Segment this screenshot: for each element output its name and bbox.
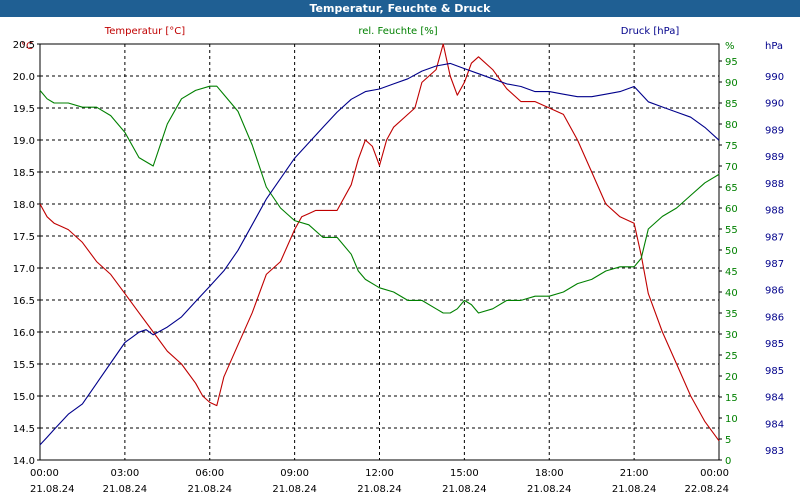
left-tick-label: 17.5 — [13, 232, 35, 243]
left-tick-label: 18.0 — [13, 200, 35, 211]
right-pressure-tick-label: 985 — [765, 339, 784, 350]
pressure-line — [39, 62, 720, 446]
right-humidity-tick-label: 10 — [725, 414, 738, 425]
right-pressure-tick-label: 985 — [765, 366, 784, 377]
right-pressure-tick-label: 987 — [765, 232, 784, 243]
right-humidity-tick-label: 95 — [725, 57, 738, 68]
right-pressure-tick-label: 988 — [765, 206, 784, 217]
right-humidity-tick-label: 35 — [725, 309, 738, 320]
x-date-label: 22.08.24 — [684, 484, 729, 495]
x-tick-label: 21:00 — [620, 468, 649, 479]
left-tick-label: 20.0 — [13, 72, 35, 83]
right-humidity-tick-label: 50 — [725, 246, 738, 257]
x-date-label: 21.08.24 — [187, 484, 232, 495]
x-tick-label: 09:00 — [280, 468, 309, 479]
x-tick-label: 00:00 — [30, 468, 59, 479]
legend-temperature: Temperatur [°C] — [104, 26, 185, 37]
right-humidity-tick-label: 40 — [725, 288, 738, 299]
x-tick-label: 12:00 — [365, 468, 394, 479]
x-date-label: 21.08.24 — [612, 484, 657, 495]
right-pressure-tick-label: 987 — [765, 259, 784, 270]
x-tick-label: 00:00 — [700, 468, 729, 479]
left-tick-label: 16.0 — [13, 328, 35, 339]
right-humidity-tick-label: 0 — [725, 456, 731, 467]
x-date-label: 21.08.24 — [103, 484, 148, 495]
right-pressure-tick-label: 986 — [765, 286, 784, 297]
humidity-line — [39, 85, 720, 314]
x-date-label: 21.08.24 — [30, 484, 75, 495]
chart-title: Temperatur, Feuchte & Druck — [0, 0, 800, 17]
right-pressure-tick-label: 989 — [765, 125, 784, 136]
left-tick-label: 15.0 — [13, 392, 35, 403]
x-date-label: 21.08.24 — [442, 484, 487, 495]
left-tick-label: 19.0 — [13, 136, 35, 147]
x-tick-label: 03:00 — [110, 468, 139, 479]
right-humidity-tick-label: 45 — [725, 267, 738, 278]
right-humidity-tick-label: 55 — [725, 225, 738, 236]
right-pressure-tick-label: 990 — [765, 72, 784, 83]
right-humidity-tick-label: 30 — [725, 330, 738, 341]
x-date-label: 21.08.24 — [272, 484, 317, 495]
right-pressure-tick-label: 990 — [765, 99, 784, 110]
left-tick-label: 15.5 — [13, 360, 35, 371]
left-tick-label: 19.5 — [13, 104, 35, 115]
right-humidity-tick-label: 70 — [725, 162, 738, 173]
right-humidity-tick-label: 80 — [725, 120, 738, 131]
left-tick-label: 14.0 — [13, 456, 35, 467]
x-date-label: 21.08.24 — [527, 484, 572, 495]
right-humidity-tick-label: 90 — [725, 78, 738, 89]
legend-pressure: Druck [hPa] — [621, 26, 680, 37]
right-humidity-tick-label: 15 — [725, 393, 738, 404]
temperature-line — [39, 43, 720, 442]
x-tick-label: 18:00 — [535, 468, 564, 479]
right-axis-unit-humidity: % — [725, 41, 735, 52]
x-tick-label: 06:00 — [195, 468, 224, 479]
right-humidity-tick-label: 5 — [725, 435, 731, 446]
right-pressure-tick-label: 983 — [765, 446, 784, 457]
right-humidity-tick-label: 20 — [725, 372, 738, 383]
legend-humidity: rel. Feuchte [%] — [358, 26, 437, 37]
left-axis-unit: °C — [21, 41, 33, 52]
right-pressure-tick-label: 989 — [765, 152, 784, 163]
right-humidity-tick-label: 25 — [725, 351, 738, 362]
left-tick-label: 14.5 — [13, 424, 35, 435]
chart-svg: °C Temperatur [°C] rel. Feuchte [%] Druc… — [13, 26, 784, 495]
left-tick-label: 17.0 — [13, 264, 35, 275]
right-pressure-tick-label: 986 — [765, 312, 784, 323]
right-axis-unit-pressure: hPa — [765, 41, 783, 52]
right-pressure-tick-label: 984 — [765, 393, 784, 404]
right-humidity-tick-label: 75 — [725, 141, 738, 152]
left-tick-label: 18.5 — [13, 168, 35, 179]
right-humidity-tick-label: 85 — [725, 99, 738, 110]
right-humidity-tick-label: 60 — [725, 204, 738, 215]
left-tick-label: 20.5 — [13, 40, 35, 51]
right-humidity-tick-label: 65 — [725, 183, 738, 194]
x-date-label: 21.08.24 — [357, 484, 402, 495]
left-tick-label: 16.5 — [13, 296, 35, 307]
x-tick-label: 15:00 — [450, 468, 479, 479]
right-pressure-tick-label: 984 — [765, 419, 784, 430]
right-pressure-tick-label: 988 — [765, 179, 784, 190]
